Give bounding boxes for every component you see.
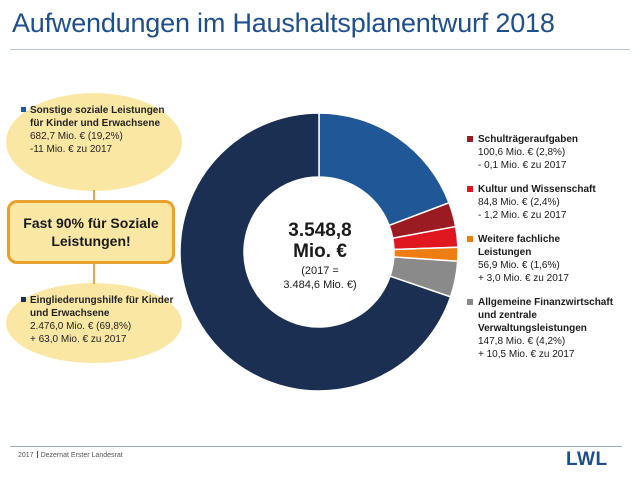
callout-bubble-top <box>6 93 182 191</box>
highlight-box: Fast 90% für Soziale Leistungen! <box>7 200 175 264</box>
callout-bubble-bottom <box>6 283 182 363</box>
callout-bottom: Eingliederungshilfe für Kinder und Erwac… <box>30 294 175 346</box>
legend-label: Allgemeine Finanzwirtschaft und zentrale… <box>478 297 614 334</box>
callout-bottom-value: 2.476,0 Mio. € (69,8%) <box>30 321 132 332</box>
footer-separator <box>36 451 38 458</box>
callout-top-value: 682,7 Mio. € (19,2%) <box>30 131 123 142</box>
connector-bottom <box>93 262 95 284</box>
legend-label: Kultur und Wissenschaft <box>478 184 596 195</box>
callout-top-change: -11 Mio. € zu 2017 <box>30 144 113 155</box>
legend-swatch-kultur-icon <box>467 186 473 192</box>
donut-slice-5 <box>179 112 452 392</box>
legend-value: 100,6 Mio. € (2,8%) <box>478 147 566 158</box>
legend-label: Schulträgeraufgaben <box>478 134 579 145</box>
callout-bottom-change: + 63,0 Mio. € zu 2017 <box>30 334 127 345</box>
legend-swatch-weitere-icon <box>467 236 473 242</box>
donut-slice-0 <box>318 112 450 227</box>
callout-top: Sonstige soziale Leistungen für Kinder u… <box>30 104 175 156</box>
center-previous-year: (2017 = 3.484,6 Mio. €) <box>262 264 378 292</box>
legend-item-allgemeine: Allgemeine Finanzwirtschaft und zentrale… <box>467 296 618 361</box>
footer-department: Dezernat Erster Landesrat <box>40 452 123 459</box>
page-title: Aufwendungen im Haushaltsplanentwurf 201… <box>12 8 555 38</box>
legend-swatch-schultraeger-icon <box>467 136 473 142</box>
legend-change: - 0,1 Mio. € zu 2017 <box>478 160 567 171</box>
connector-top <box>93 190 95 202</box>
center-prev-line2: 3.484,6 Mio. €) <box>283 279 357 291</box>
legend-change: + 3,0 Mio. € zu 2017 <box>478 273 569 284</box>
legend-change: + 10,5 Mio. € zu 2017 <box>478 349 575 360</box>
center-prev-line1: (2017 = <box>301 265 339 277</box>
center-total: 3.548,8 <box>288 220 352 241</box>
footer-year: 2017 <box>18 452 34 459</box>
legend-swatch-allgemeine-icon <box>467 299 473 305</box>
legend-change: - 1,2 Mio. € zu 2017 <box>478 210 567 221</box>
legend-value: 84,8 Mio. € (2,4%) <box>478 197 560 208</box>
legend-item-schultraeger: Schulträgeraufgaben 100,6 Mio. € (2,8%) … <box>467 133 636 172</box>
legend-item-weitere: Weitere fachliche Leistungen 56,9 Mio. €… <box>467 233 606 285</box>
lwl-logo: LWL <box>566 449 608 470</box>
footer-text: 2017 Dezernat Erster Landesrat <box>18 451 123 459</box>
callout-top-label: Sonstige soziale Leistungen für Kinder u… <box>30 105 165 129</box>
footer-divider <box>10 446 622 447</box>
legend-label: Weitere fachliche Leistungen <box>478 234 561 258</box>
legend-value: 56,9 Mio. € (1,6%) <box>478 260 560 271</box>
title-divider <box>10 49 630 50</box>
bullet-eingliederung-icon <box>21 297 26 302</box>
center-unit: Mio. € <box>293 241 347 262</box>
bullet-sonstige-icon <box>21 107 26 112</box>
callout-bottom-label: Eingliederungshilfe für Kinder und Erwac… <box>30 295 174 319</box>
legend-value: 147,8 Mio. € (4,2%) <box>478 336 566 347</box>
legend-item-kultur: Kultur und Wissenschaft 84,8 Mio. € (2,4… <box>467 183 636 222</box>
